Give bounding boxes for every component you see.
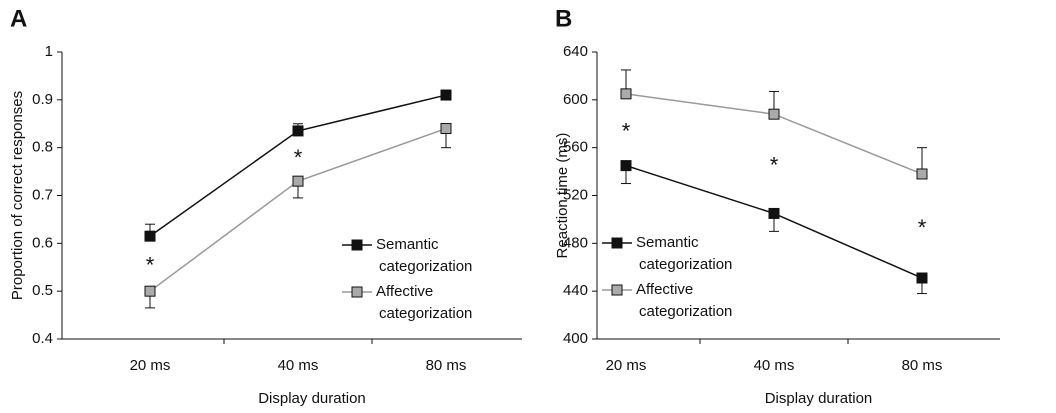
marker xyxy=(440,89,452,101)
y-tick-label: 0.6 xyxy=(32,234,53,251)
y-axis-label: Proportion of correct responses xyxy=(9,91,26,300)
annotation: * xyxy=(622,119,631,144)
y-tick-label: 0.8 xyxy=(32,139,53,156)
legend-label-line: Semantic xyxy=(376,236,439,253)
marker xyxy=(620,160,632,172)
legend-label: Semantic categorization xyxy=(636,234,732,273)
y-tick-label: 640 xyxy=(563,43,588,60)
legend-marker xyxy=(351,286,363,298)
x-tick-label: 20 ms xyxy=(130,357,171,374)
legend-label-line: categorization xyxy=(379,258,472,275)
legend-label-line: categorization xyxy=(379,305,472,322)
y-tick-label: 560 xyxy=(563,139,588,156)
legend-label-line: Affective xyxy=(636,281,693,298)
annotation: * xyxy=(294,145,303,170)
x-axis-label: Display duration xyxy=(765,390,873,407)
y-tick-label: 0.7 xyxy=(32,186,53,203)
marker xyxy=(916,272,928,284)
legend-label: Affective categorization xyxy=(636,281,732,320)
y-tick-label: 440 xyxy=(563,282,588,299)
marker xyxy=(144,230,156,242)
x-tick-label: 20 ms xyxy=(606,357,647,374)
marker xyxy=(916,168,928,180)
annotation: * xyxy=(146,252,155,277)
panel-label: A xyxy=(10,5,27,32)
y-tick-label: 0.5 xyxy=(32,282,53,299)
y-axis-label: Reaction time (ms) xyxy=(554,133,571,259)
y-tick-label: 0.9 xyxy=(32,91,53,108)
marker xyxy=(292,175,304,187)
x-tick-label: 80 ms xyxy=(426,357,467,374)
legend-marker xyxy=(351,239,363,251)
legend-marker xyxy=(611,284,623,296)
marker xyxy=(620,88,632,100)
y-tick-label: 520 xyxy=(563,186,588,203)
y-tick-label: 0.4 xyxy=(32,330,53,347)
annotation: * xyxy=(770,153,779,178)
marker xyxy=(768,207,780,219)
legend-label-line: categorization xyxy=(639,256,732,273)
y-tick-label: 400 xyxy=(563,330,588,347)
legend-label-line: Semantic xyxy=(636,234,699,251)
legend-label-line: categorization xyxy=(639,303,732,320)
x-axis-label: Display duration xyxy=(258,390,366,407)
legend-label-line: Affective xyxy=(376,283,433,300)
marker xyxy=(292,125,304,137)
marker xyxy=(768,108,780,120)
y-tick-label: 480 xyxy=(563,234,588,251)
legend-marker xyxy=(611,237,623,249)
marker xyxy=(440,123,452,135)
legend-label: Semantic categorization xyxy=(376,236,472,275)
x-tick-label: 40 ms xyxy=(754,357,795,374)
legend-label: Affective categorization xyxy=(376,283,472,322)
panel-label: B xyxy=(555,5,572,32)
y-tick-label: 1 xyxy=(45,43,53,60)
x-tick-label: 80 ms xyxy=(902,357,943,374)
y-tick-label: 600 xyxy=(563,91,588,108)
x-tick-label: 40 ms xyxy=(278,357,319,374)
annotation: * xyxy=(918,215,927,240)
marker xyxy=(144,285,156,297)
